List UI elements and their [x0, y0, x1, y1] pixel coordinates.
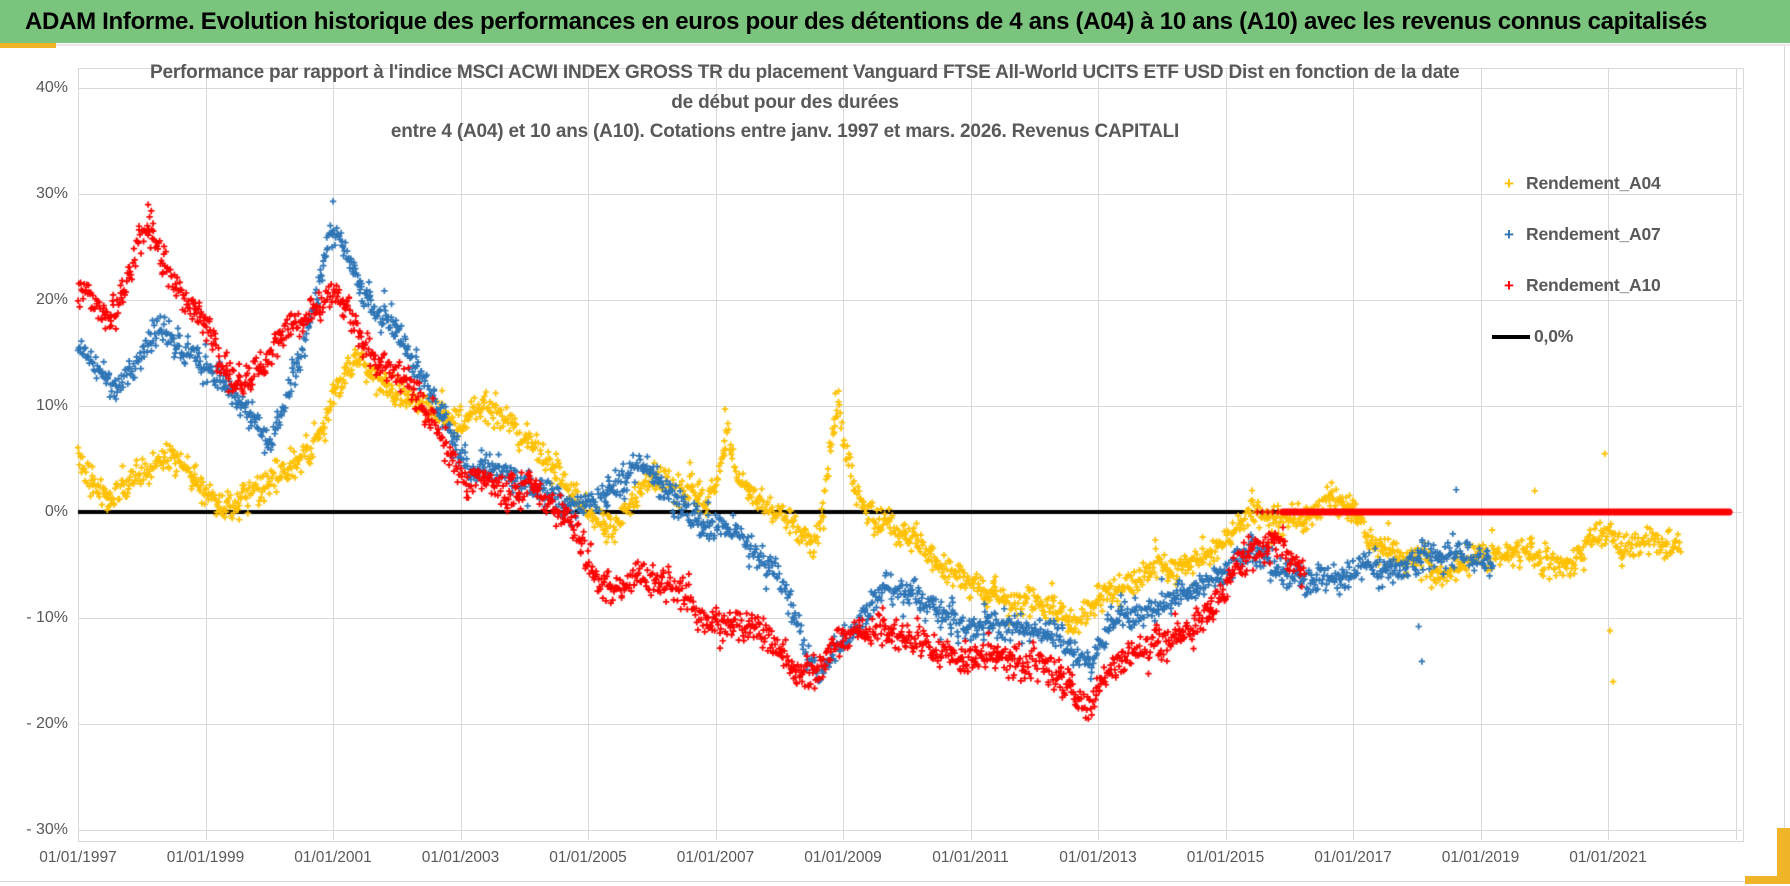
gold-accent-corner-horizontal [1745, 876, 1790, 884]
legend-label: 0,0% [1534, 326, 1574, 346]
gold-accent-corner-vertical [1777, 828, 1790, 884]
x-tick-label: 01/01/2019 [1441, 849, 1520, 866]
x-tick-label: 01/01/2003 [421, 849, 500, 866]
x-tick-label: 01/01/2011 [932, 849, 1009, 866]
x-tick-label: 01/01/2005 [549, 849, 627, 866]
chart-title-line1: Performance par rapport à l'indice MSCI … [150, 62, 1460, 83]
legend-item-rendement-a04[interactable]: + Rendement_A04 [1492, 158, 1661, 209]
y-tick-label: - 20% [26, 715, 68, 732]
y-tick-label: - 30% [26, 821, 68, 838]
y-tick-label: - 10% [26, 609, 68, 626]
legend-label: Rendement_A10 [1526, 275, 1661, 295]
x-tick-label: 01/01/2017 [1314, 849, 1392, 866]
x-tick-label: 01/01/2009 [804, 849, 882, 866]
legend-plus-marker: + [1504, 173, 1514, 193]
legend-item-rendement-a07[interactable]: + Rendement_A07 [1492, 209, 1661, 260]
legend-label: Rendement_A07 [1526, 224, 1661, 244]
x-tick-label: 01/01/2007 [676, 849, 755, 866]
chart-title-line2: de début pour des durées [671, 91, 899, 113]
chart-title: Performance par rapport à l'indice MSCI … [150, 58, 1460, 147]
x-tick-label: 01/01/2021 [1569, 849, 1647, 866]
legend-plus-marker: + [1504, 224, 1514, 244]
y-tick-label: 20% [35, 291, 68, 308]
chart-legend: + Rendement_A04 + Rendement_A07 + Rendement_A… [1492, 158, 1661, 362]
y-tick-label: 0% [44, 503, 68, 520]
x-tick-label: 01/01/1999 [166, 849, 245, 866]
legend-zero-line-swatch [1492, 334, 1530, 339]
chart-frame-bottom [0, 881, 1785, 882]
x-tick-label: 01/01/2015 [1186, 849, 1265, 866]
y-tick-label: 40% [35, 79, 68, 96]
legend-plus-marker: + [1504, 275, 1514, 295]
legend-label: Rendement_A04 [1526, 173, 1661, 193]
x-tick-label: 01/01/2001 [294, 849, 372, 866]
y-tick-label: 30% [35, 185, 68, 202]
x-tick-label: 01/01/2013 [1059, 849, 1137, 866]
chart-title-line3: entre 4 (A04) et 10 ans (A10). Cotations… [390, 121, 1180, 142]
chart-frame-right [1784, 46, 1785, 882]
legend-item-rendement-a10[interactable]: + Rendement_A10 [1492, 260, 1661, 311]
x-tick-label: 01/01/1997 [39, 849, 117, 866]
y-tick-label: 10% [35, 397, 68, 414]
legend-item-0-0-[interactable]: 0,0% [1492, 311, 1661, 362]
